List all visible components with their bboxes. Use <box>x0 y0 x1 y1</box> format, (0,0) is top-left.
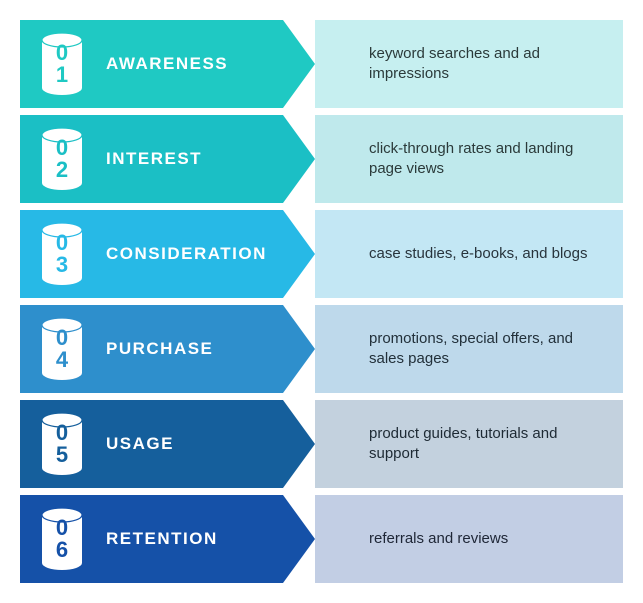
stage-number-bottom: 6 <box>56 539 68 561</box>
stage-number-bottom: 5 <box>56 444 68 466</box>
stage-title: AWARENESS <box>106 54 228 74</box>
funnel-stage: 06 RETENTION referrals and reviews <box>20 495 623 583</box>
stage-description: product guides, tutorials and support <box>369 424 603 465</box>
stage-number-top: 0 <box>56 327 68 349</box>
stage-description-block: promotions, special offers, and sales pa… <box>315 305 623 393</box>
funnel-stage: 03 CONSIDERATION case studies, e-books, an… <box>20 210 623 298</box>
stage-number-bottom: 2 <box>56 159 68 181</box>
stage-description-block: keyword searches and ad impressions <box>315 20 623 108</box>
stage-number-top: 0 <box>56 517 68 539</box>
stage-number-bottom: 4 <box>56 349 68 371</box>
stage-description: keyword searches and ad impressions <box>369 44 603 85</box>
stage-number-cylinder-icon: 01 <box>42 33 82 95</box>
stage-number-top: 0 <box>56 42 68 64</box>
stage-description: promotions, special offers, and sales pa… <box>369 329 603 370</box>
stage-number-top: 0 <box>56 137 68 159</box>
stage-arrow-block: 02 INTEREST <box>20 115 315 203</box>
stage-number-bottom: 3 <box>56 254 68 276</box>
stage-title: PURCHASE <box>106 339 213 359</box>
funnel-stage: 04 PURCHASE promotions, special offers, an… <box>20 305 623 393</box>
stage-description: click-through rates and landing page vie… <box>369 139 603 180</box>
stage-number-cylinder-icon: 06 <box>42 508 82 570</box>
stage-number-bottom: 1 <box>56 64 68 86</box>
stage-arrow-block: 01 AWARENESS <box>20 20 315 108</box>
stage-number-cylinder-icon: 02 <box>42 128 82 190</box>
stage-arrow-block: 06 RETENTION <box>20 495 315 583</box>
stage-description: referrals and reviews <box>369 529 508 549</box>
stage-description-block: click-through rates and landing page vie… <box>315 115 623 203</box>
stage-description-block: referrals and reviews <box>315 495 623 583</box>
stage-title: USAGE <box>106 434 174 454</box>
stage-number-cylinder-icon: 03 <box>42 223 82 285</box>
stage-title: CONSIDERATION <box>106 244 267 264</box>
funnel-infographic: 01AWARENESSkeyword searches and ad impre… <box>20 20 623 583</box>
funnel-stage: 01 AWARENESS keyword searches and ad impre… <box>20 20 623 108</box>
funnel-stage: 05 USAGE product guides, tutorials and sup… <box>20 400 623 488</box>
stage-description: case studies, e-books, and blogs <box>369 244 587 264</box>
stage-description-block: product guides, tutorials and support <box>315 400 623 488</box>
stage-description-block: case studies, e-books, and blogs <box>315 210 623 298</box>
funnel-stage: 02 INTEREST click-through rates and landin… <box>20 115 623 203</box>
stage-number-top: 0 <box>56 422 68 444</box>
stage-arrow-block: 03 CONSIDERATION <box>20 210 315 298</box>
stage-number-cylinder-icon: 05 <box>42 413 82 475</box>
stage-arrow-block: 05 USAGE <box>20 400 315 488</box>
stage-title: INTEREST <box>106 149 202 169</box>
stage-number-cylinder-icon: 04 <box>42 318 82 380</box>
stage-arrow-block: 04 PURCHASE <box>20 305 315 393</box>
stage-title: RETENTION <box>106 529 218 549</box>
stage-number-top: 0 <box>56 232 68 254</box>
